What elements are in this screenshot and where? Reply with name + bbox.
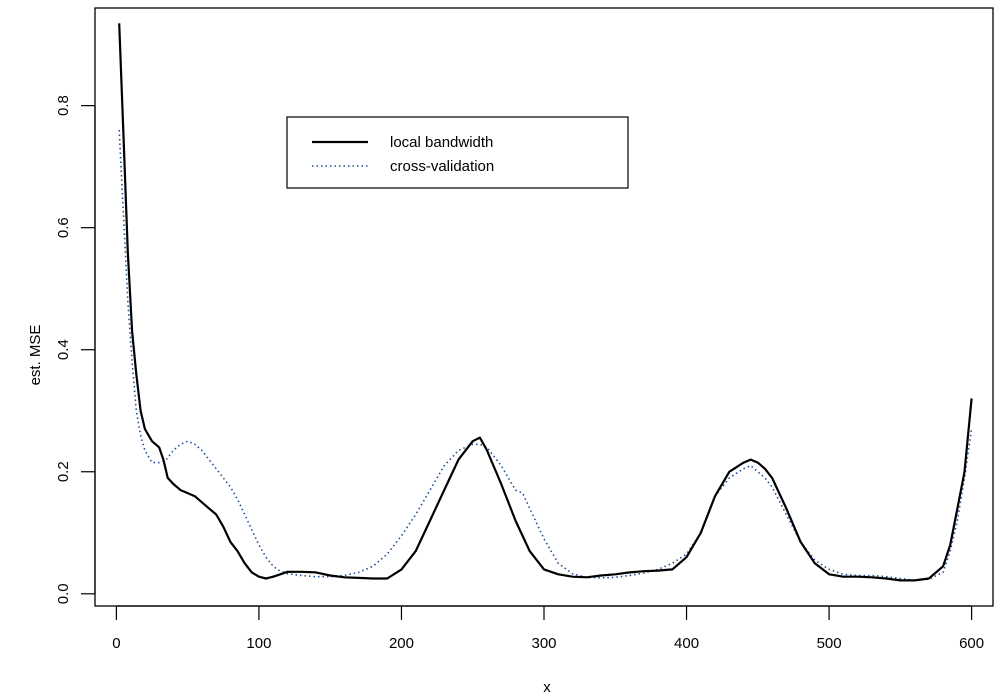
x-tick-label: 400 (674, 635, 699, 652)
x-tick-label: 100 (246, 635, 271, 652)
y-tick-label: 0.8 (55, 95, 72, 116)
y-tick-label: 0.6 (55, 217, 72, 238)
x-axis: 0 100 200 300 400 500 600 (112, 605, 984, 652)
legend-label-cross-validation: cross-validation (390, 158, 494, 175)
y-tick-label: 0.0 (55, 583, 72, 604)
series-line-local-bandwidth (118, 23, 973, 582)
x-tick-label: 600 (959, 635, 984, 652)
x-tick-label: 0 (112, 635, 120, 652)
legend-label-local-bandwidth: local bandwidth (390, 134, 493, 151)
y-axis-label: est. MSE (27, 325, 44, 386)
y-axis: 0.0 0.2 0.4 0.6 0.8 (55, 95, 96, 604)
x-tick-label: 200 (389, 635, 414, 652)
legend: local bandwidth cross-validation (286, 116, 629, 189)
y-tick-label: 0.4 (55, 339, 72, 360)
y-tick-label: 0.2 (55, 461, 72, 482)
series-layer (118, 23, 973, 582)
series-line-cross-validation (118, 129, 973, 582)
legend-box (286, 116, 629, 189)
x-axis-label: x (543, 679, 551, 696)
x-tick-label: 300 (531, 635, 556, 652)
x-tick-label: 500 (817, 635, 842, 652)
plot-frame (94, 7, 994, 607)
